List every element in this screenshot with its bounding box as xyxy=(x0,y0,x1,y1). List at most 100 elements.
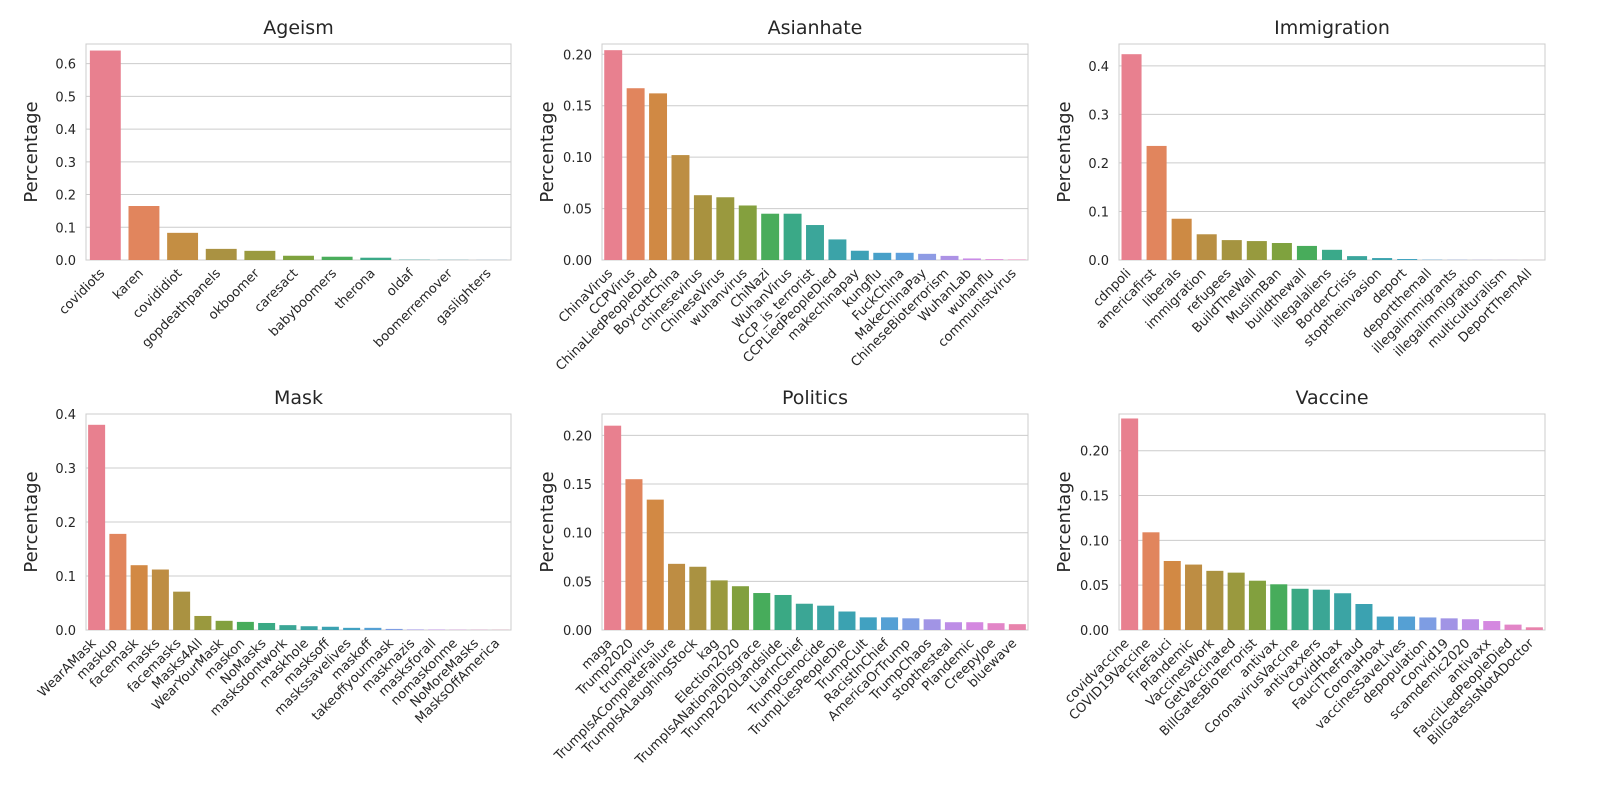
chart-panel-politics: 0.000.050.100.150.20magaTrump2020trumpvi… xyxy=(537,387,1029,769)
y-tick-label: 0.0 xyxy=(55,254,76,269)
bar-MuslimBan xyxy=(1271,243,1292,260)
bar-wuhanvirus xyxy=(738,205,757,260)
chart-title: Mask xyxy=(274,387,323,409)
y-axis-label: Percentage xyxy=(537,471,558,572)
y-tick-label: 0.20 xyxy=(563,429,592,444)
bar-covidvaccine xyxy=(1121,418,1139,630)
bar-VaccinesWork xyxy=(1206,570,1224,630)
bar-CCPLiedPeopleDied xyxy=(828,239,847,260)
bar-TrumpGenocide xyxy=(817,605,835,630)
bar-CCPVirus xyxy=(626,88,645,260)
plot-area xyxy=(601,413,1029,631)
y-tick-label: 0.1 xyxy=(55,570,76,585)
bar-TrumpIsACompleteFailure xyxy=(668,563,686,630)
bar-maskup xyxy=(109,533,127,630)
bar-ChiNazi xyxy=(761,213,780,260)
bar-makechinapay xyxy=(850,250,869,260)
y-tick-label: 0.4 xyxy=(1088,60,1109,75)
y-tick-label: 0.05 xyxy=(563,203,592,218)
bar-MakeChinaPay xyxy=(918,253,937,260)
bar-BillGatesIsNotADoctor xyxy=(1525,627,1543,630)
y-tick-label: 0.00 xyxy=(1080,624,1109,639)
bar-Convid19 xyxy=(1440,618,1458,630)
bar-FauciLiedPeopleDied xyxy=(1504,624,1522,630)
chart-title: Vaccine xyxy=(1295,387,1368,409)
bar-Masks4All xyxy=(194,615,212,630)
bar-americafirst xyxy=(1146,145,1167,260)
y-tick-label: 0.2 xyxy=(55,189,76,204)
y-tick-label: 0.05 xyxy=(563,575,592,590)
bar-COVID19Vaccine xyxy=(1142,532,1160,630)
bar-stoptheinvasion xyxy=(1372,258,1393,260)
bar-masks xyxy=(151,569,169,630)
y-tick-label: 0.4 xyxy=(55,123,76,138)
bar-refugees xyxy=(1221,240,1242,260)
bar-maskon xyxy=(236,621,254,630)
y-tick-label: 0.0 xyxy=(1088,254,1109,269)
bar-therona xyxy=(360,257,392,260)
bar-liberals xyxy=(1171,218,1192,260)
bar-CovidHoax xyxy=(1334,593,1352,630)
bar-caresact xyxy=(283,255,314,260)
bar-facemask xyxy=(130,565,148,630)
bar-bluewave xyxy=(1008,624,1026,630)
bar-karen xyxy=(128,206,160,260)
bar-Plandemic xyxy=(1185,564,1203,630)
x-tick-label: therona xyxy=(332,266,378,312)
chart-title: Politics xyxy=(782,387,848,409)
bar-depopulation xyxy=(1419,617,1437,630)
bar-deport xyxy=(1397,259,1418,260)
plot-area xyxy=(1118,413,1546,631)
bar-kag xyxy=(710,580,728,630)
x-tick-label: covidiots xyxy=(56,266,108,318)
chart-title: Immigration xyxy=(1274,17,1390,39)
bar-CoronaHoax xyxy=(1376,616,1394,630)
bar-okboomer xyxy=(244,250,276,260)
bar-cdnpoli xyxy=(1121,54,1142,260)
chart-panel-immigration: 0.00.10.20.30.4cdnpoliamericafirstlibera… xyxy=(1054,17,1546,360)
y-axis-label: Percentage xyxy=(537,101,558,202)
bar-covidiots xyxy=(89,50,121,260)
y-tick-label: 0.5 xyxy=(55,90,76,105)
bar-vaccinesSaveLives xyxy=(1398,616,1416,630)
bar-facemasks xyxy=(173,591,191,630)
bar-TrumpIsANationalDisgrace xyxy=(753,593,771,630)
chart-panel-vaccine: 0.000.050.100.150.20covidvaccineCOVID19V… xyxy=(1054,387,1546,748)
bar-CreepyJoe xyxy=(987,623,1005,630)
bar-antivax xyxy=(1270,584,1288,630)
y-tick-label: 0.10 xyxy=(1080,534,1109,549)
bar-kungflu xyxy=(873,252,892,260)
bar-FuckChina xyxy=(895,252,914,260)
x-tick-label: karen xyxy=(110,266,146,302)
bar-trumpvirus xyxy=(646,499,664,630)
bar-BillGatesBioTerrorist xyxy=(1248,580,1266,630)
y-tick-label: 0.3 xyxy=(55,462,76,477)
bar-WearYourMask xyxy=(215,620,233,630)
chart-title: Asianhate xyxy=(768,17,863,39)
bar-maga xyxy=(604,425,622,630)
bar-BorderCrisis xyxy=(1347,256,1368,260)
bar-illegalaliens xyxy=(1321,249,1343,260)
chart-panel-asianhate: 0.000.050.100.150.20ChinaVirusCCPVirusCh… xyxy=(537,17,1029,374)
bar-takeoffyourmask xyxy=(385,628,403,630)
bar-masknazis xyxy=(406,629,424,630)
bar-RacistInChief xyxy=(881,617,899,630)
bar-WuhanVirus xyxy=(783,213,802,260)
bar-CoronavirusVaccine xyxy=(1291,588,1309,630)
bar-WuhanLab xyxy=(962,258,981,260)
y-tick-label: 0.15 xyxy=(563,100,592,115)
y-tick-label: 0.3 xyxy=(1088,108,1109,123)
bar-ChineseBioterrorism xyxy=(940,255,959,260)
bar-chinesevirus xyxy=(693,195,712,260)
y-axis-label: Percentage xyxy=(21,471,42,572)
y-tick-label: 0.20 xyxy=(1080,445,1109,460)
bar-ChinaVirus xyxy=(604,50,623,260)
bar-maskhole xyxy=(300,626,318,630)
bar-FauciTheFraud xyxy=(1355,604,1373,630)
y-tick-label: 0.3 xyxy=(55,156,76,171)
bar-TrumpChaos xyxy=(923,619,941,630)
y-tick-label: 0.2 xyxy=(1088,157,1109,172)
bar-FireFauci xyxy=(1163,560,1181,630)
